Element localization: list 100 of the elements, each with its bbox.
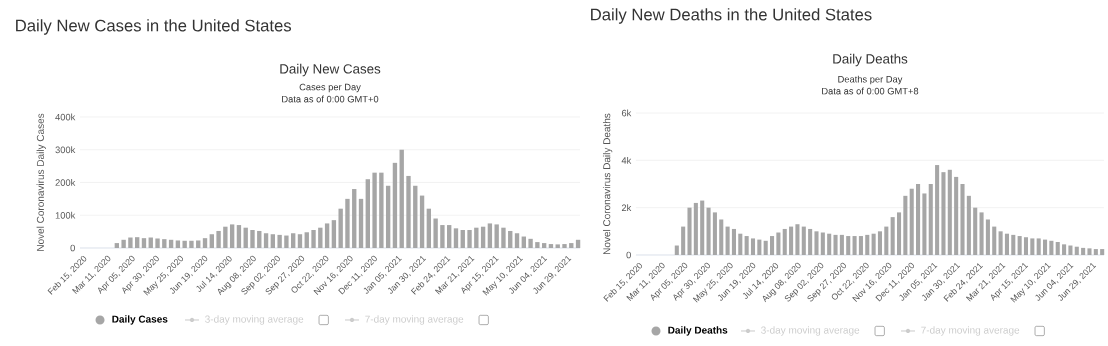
chart-subtitle: Cases per Day — [299, 83, 361, 93]
bar — [776, 232, 781, 255]
bar — [257, 230, 262, 248]
bar — [1055, 241, 1060, 255]
bar — [846, 236, 851, 255]
chart-subtitle: Deaths per Day — [838, 75, 903, 85]
bar — [263, 233, 269, 248]
bar — [324, 223, 330, 248]
bar — [725, 226, 730, 255]
y-tick-label: 4k — [621, 156, 632, 164]
bar — [706, 207, 711, 255]
bar — [890, 217, 895, 255]
bar — [1081, 247, 1086, 255]
bar — [331, 220, 337, 248]
bar — [487, 223, 493, 248]
bar — [1100, 249, 1105, 255]
bar — [135, 237, 140, 248]
bar — [284, 235, 289, 248]
bar — [494, 224, 499, 248]
bar — [508, 230, 513, 248]
text: Data as of 0:00 GMT+8 — [822, 87, 919, 95]
bar — [973, 207, 978, 255]
bar — [801, 226, 806, 255]
bar — [501, 227, 506, 248]
bar — [884, 226, 889, 255]
y-tick-label: 200k — [55, 179, 76, 186]
bar — [535, 242, 540, 248]
bar — [744, 236, 749, 255]
bar — [155, 238, 160, 248]
legend-label: Daily Cases — [112, 315, 168, 325]
bar — [413, 185, 418, 248]
bar — [1062, 244, 1067, 255]
bar — [1011, 234, 1016, 255]
bar — [738, 233, 743, 255]
bar — [474, 227, 479, 248]
bar — [1049, 240, 1054, 255]
y-axis-title: Novel Coronavirus Daily Cases — [36, 113, 46, 251]
bar — [460, 229, 465, 248]
bar — [223, 226, 228, 248]
bar — [839, 234, 844, 255]
bar — [979, 212, 984, 255]
bar — [562, 244, 567, 248]
bar — [928, 183, 933, 255]
bar — [865, 234, 870, 255]
bar — [514, 233, 520, 248]
y-tick-label: 0 — [70, 244, 75, 252]
bar — [358, 198, 364, 248]
bar — [352, 189, 357, 248]
bar — [1043, 239, 1048, 255]
bar — [182, 240, 187, 248]
bar — [467, 229, 472, 248]
bar — [555, 244, 560, 248]
bar — [966, 195, 971, 255]
bar — [954, 176, 959, 255]
bar — [453, 228, 459, 248]
y-axis-title: Novel Coronavirus Daily Deaths — [602, 113, 613, 255]
bar — [528, 238, 533, 248]
bar — [1087, 248, 1092, 255]
bar — [243, 227, 248, 248]
bar — [877, 231, 883, 255]
bar — [763, 240, 768, 255]
bar — [426, 208, 432, 248]
bar — [385, 185, 391, 248]
bar — [406, 175, 411, 248]
bar — [196, 240, 201, 248]
bar — [121, 239, 126, 248]
bar — [480, 226, 486, 248]
bar — [202, 238, 208, 248]
bar — [681, 226, 686, 255]
bar — [1017, 236, 1022, 255]
bar — [128, 237, 133, 248]
bar — [700, 200, 705, 255]
y-tick-label: 100k — [55, 211, 76, 219]
bar — [782, 228, 787, 255]
bar — [250, 229, 255, 248]
bar — [992, 226, 997, 255]
bar — [304, 232, 309, 248]
bar — [903, 195, 908, 255]
bar — [270, 234, 276, 248]
bar — [1030, 238, 1035, 255]
text: Data as of 0:00 GMT+0 — [282, 95, 379, 103]
bar — [833, 234, 838, 255]
y-tick-label: 6k — [621, 109, 632, 117]
bar — [674, 245, 679, 255]
bar — [1036, 238, 1041, 255]
bar — [216, 230, 221, 248]
bar — [548, 244, 554, 248]
bar — [1093, 249, 1098, 255]
bar — [209, 234, 214, 248]
bar — [419, 195, 425, 248]
bar — [162, 239, 167, 248]
y-tick-label: 0 — [626, 251, 631, 259]
bar — [447, 225, 452, 248]
chart-title: Daily New Cases — [280, 63, 381, 77]
bar — [291, 233, 296, 248]
y-tick-label: 400k — [55, 113, 76, 121]
bar — [687, 207, 692, 255]
bar — [960, 183, 965, 255]
bar — [1004, 233, 1009, 255]
bar — [141, 238, 147, 248]
